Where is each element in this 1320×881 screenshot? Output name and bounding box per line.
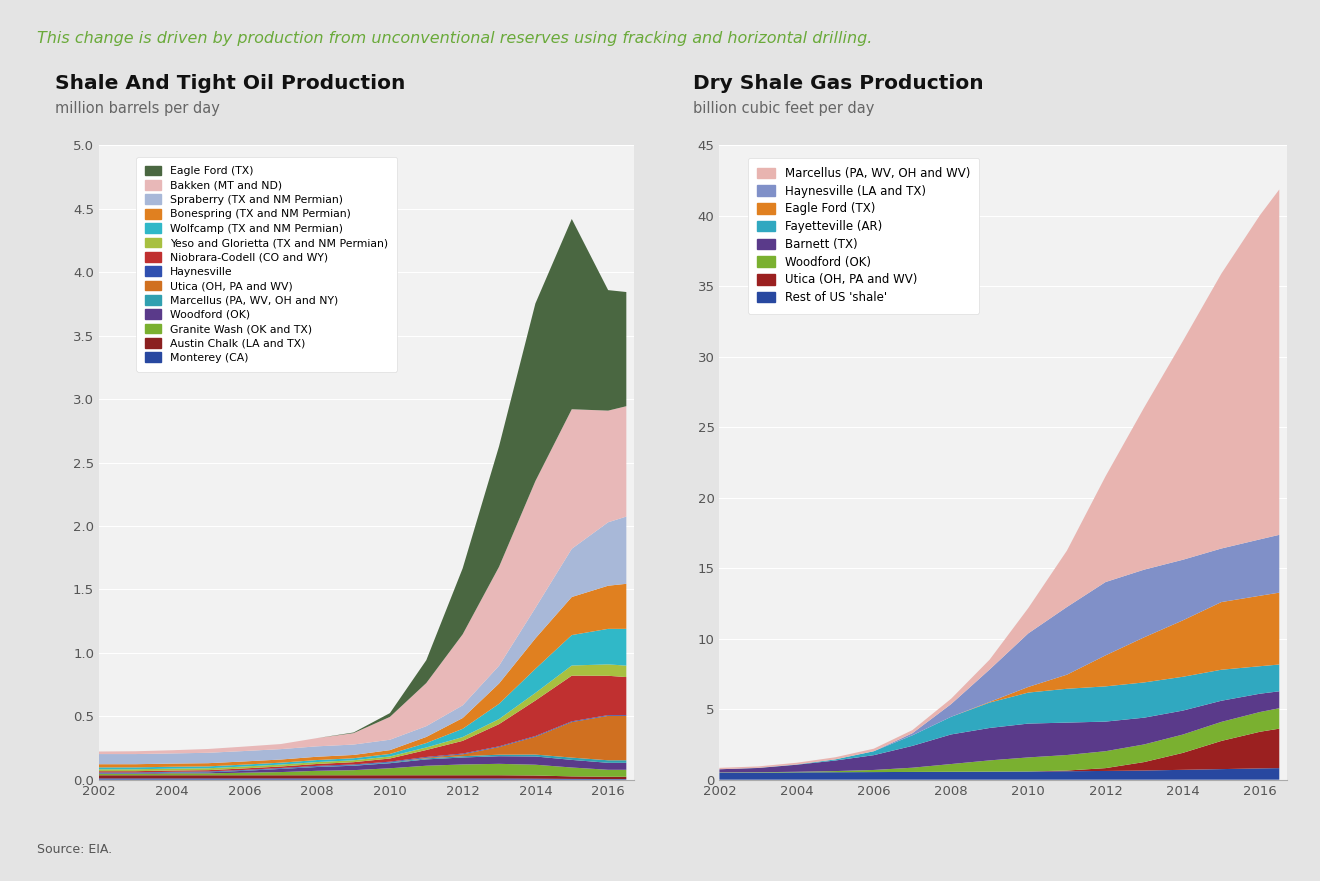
Text: Source: EIA.: Source: EIA. [37, 843, 112, 856]
Legend: Marcellus (PA, WV, OH and WV), Haynesville (LA and TX), Eagle Ford (TX), Fayette: Marcellus (PA, WV, OH and WV), Haynesvil… [748, 158, 979, 314]
Text: Dry Shale Gas Production: Dry Shale Gas Production [693, 73, 983, 93]
Text: million barrels per day: million barrels per day [55, 101, 220, 116]
Legend: Eagle Ford (TX), Bakken (MT and ND), Spraberry (TX and NM Permian), Bonespring (: Eagle Ford (TX), Bakken (MT and ND), Spr… [136, 157, 397, 372]
Text: This change is driven by production from unconventional reserves using fracking : This change is driven by production from… [37, 31, 873, 46]
Text: Shale And Tight Oil Production: Shale And Tight Oil Production [55, 73, 405, 93]
Text: billion cubic feet per day: billion cubic feet per day [693, 101, 874, 116]
